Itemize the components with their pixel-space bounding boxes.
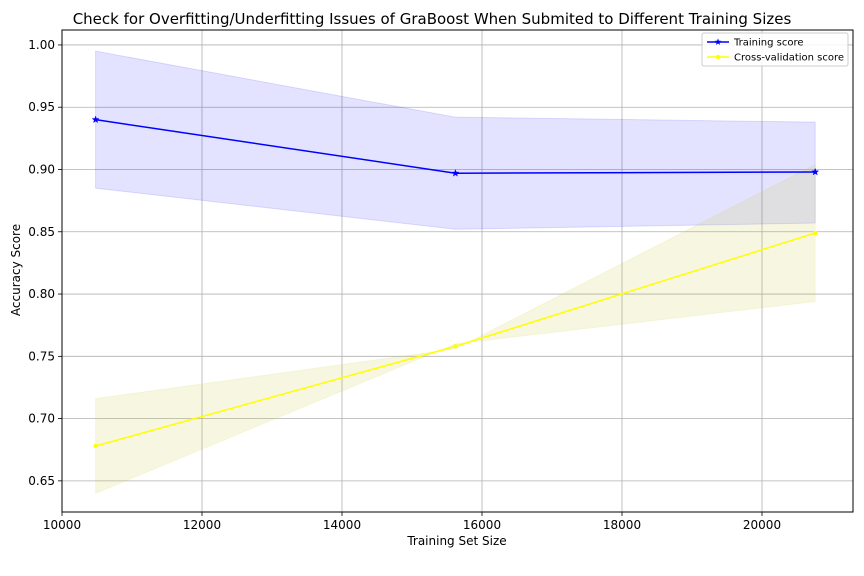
x-tick-label: 12000 bbox=[183, 518, 221, 532]
confidence-bands bbox=[95, 50, 816, 495]
x-axis-label: Training Set Size bbox=[406, 534, 506, 548]
x-tick-label: 20000 bbox=[743, 518, 781, 532]
y-axis-ticks: 0.65 0.70 0.75 0.80 0.85 0.90 0.95 1.00 bbox=[28, 38, 62, 488]
x-axis-ticks: 10000 12000 14000 16000 18000 20000 bbox=[43, 512, 781, 532]
data-point-marker bbox=[93, 443, 98, 449]
series-markers bbox=[91, 115, 820, 449]
y-tick-label: 0.80 bbox=[28, 287, 55, 301]
x-tick-label: 18000 bbox=[603, 518, 641, 532]
x-tick-label: 14000 bbox=[323, 518, 361, 532]
confidence-band bbox=[95, 163, 816, 495]
y-tick-label: 0.95 bbox=[28, 100, 55, 114]
confidence-band bbox=[95, 50, 816, 230]
y-tick-label: 0.85 bbox=[28, 225, 55, 239]
legend: Training score Cross-validation score bbox=[701, 32, 849, 67]
legend-box bbox=[701, 32, 849, 67]
legend-marker-cv bbox=[715, 54, 721, 60]
data-point-marker bbox=[453, 344, 458, 349]
data-point-marker bbox=[91, 115, 100, 124]
legend-label-cv: Cross-validation score bbox=[734, 53, 844, 64]
legend-marker-training bbox=[714, 38, 722, 45]
y-tick-label: 0.65 bbox=[28, 474, 55, 488]
y-tick-label: 0.75 bbox=[28, 349, 55, 363]
data-point-marker bbox=[811, 167, 820, 176]
data-point-marker bbox=[813, 230, 818, 236]
plot-area-frame bbox=[61, 29, 854, 513]
y-tick-label: 0.70 bbox=[28, 412, 55, 426]
y-tick-label: 1.00 bbox=[28, 38, 55, 52]
y-axis-label: Accuracy Score bbox=[9, 224, 23, 316]
legend-label-training: Training score bbox=[733, 38, 804, 49]
chart-title: Check for Overfitting/Underfitting Issue… bbox=[73, 10, 792, 28]
x-tick-label: 16000 bbox=[463, 518, 501, 532]
y-tick-label: 0.90 bbox=[28, 162, 55, 176]
data-point-marker bbox=[451, 169, 460, 177]
x-tick-label: 10000 bbox=[43, 518, 81, 532]
